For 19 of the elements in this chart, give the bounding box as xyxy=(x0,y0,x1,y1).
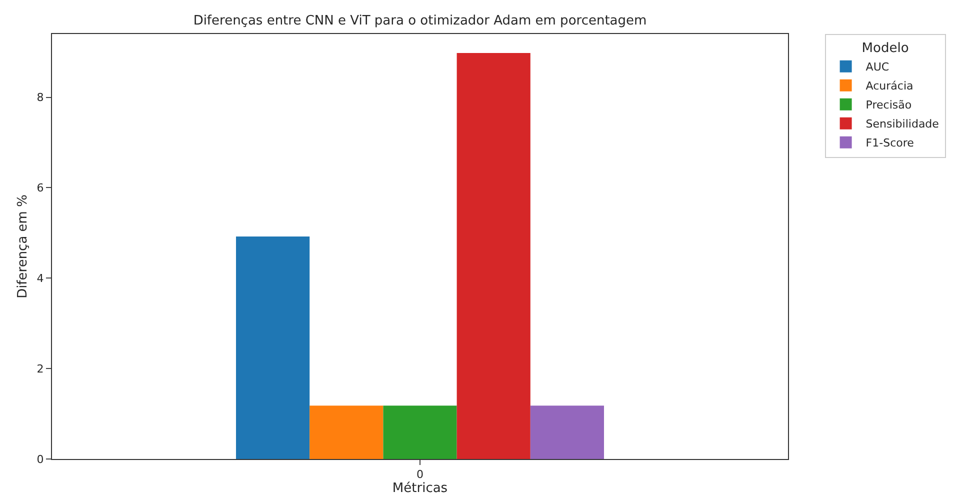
bar xyxy=(310,406,384,459)
bar xyxy=(456,52,530,459)
y-tick-label: 4 xyxy=(36,272,44,285)
y-tick-label: 0 xyxy=(36,452,44,466)
legend-label: Sensibilidade xyxy=(866,118,940,131)
x-axis-title: Métricas xyxy=(392,481,448,496)
y-tick-label: 8 xyxy=(36,91,44,104)
legend-label: Precisão xyxy=(866,98,912,112)
bar xyxy=(383,406,457,459)
chart-title: Diferenças entre CNN e ViT para o otimizador Adam em porcentagem xyxy=(193,14,647,29)
bar xyxy=(236,236,310,459)
bar xyxy=(530,406,604,459)
legend-label: Acurácia xyxy=(866,80,914,93)
y-axis-title: Diferença em % xyxy=(16,194,31,298)
legend-label: F1-Score xyxy=(866,136,914,150)
y-tick-label: 6 xyxy=(36,182,44,195)
legend-title: Modelo xyxy=(862,40,909,56)
y-tick-label: 2 xyxy=(36,362,44,376)
legend-label: AUC xyxy=(866,60,890,74)
